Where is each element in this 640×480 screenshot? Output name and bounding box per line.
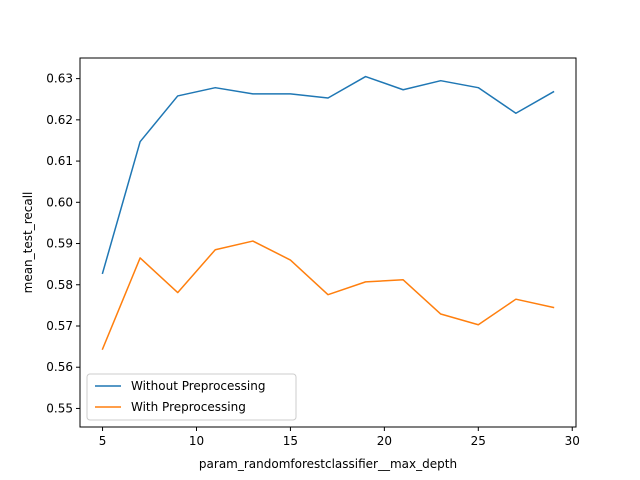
y-axis-label: mean_test_recall [21, 192, 35, 294]
legend-label: With Preprocessing [131, 400, 246, 414]
axes-frame [79, 57, 577, 428]
y-tick-label: 0.55 [46, 401, 73, 415]
x-tick-label: 5 [99, 434, 107, 448]
y-tick-label: 0.63 [46, 72, 73, 86]
series-line-2 [101, 240, 555, 351]
y-tick-label: 0.57 [46, 319, 73, 333]
ticks-layer: 5 10 15 20 25 30 0.55 0.56 0.57 0.58 0.59 0.60 0.61 0… [46, 72, 580, 448]
y-tick-label: 0.59 [46, 237, 73, 251]
x-tick-label: 30 [565, 434, 580, 448]
series-layer [101, 75, 555, 351]
legend-label: Without Preprocessing [131, 379, 265, 393]
y-tick-label: 0.61 [46, 154, 73, 168]
y-tick-label: 0.58 [46, 278, 73, 292]
x-axis-label: param_randomforestclassifier__max_depth [199, 457, 457, 471]
x-tick-label: 25 [471, 434, 486, 448]
series-line-1 [101, 75, 555, 275]
axes-layer [79, 57, 577, 428]
x-tick-label: 15 [283, 434, 298, 448]
y-tick-label: 0.60 [46, 195, 73, 209]
y-tick-label: 0.56 [46, 360, 73, 374]
legend: Without Preprocessing With Preprocessing [86, 373, 297, 421]
y-tick-label: 0.62 [46, 113, 73, 127]
x-tick-label: 20 [377, 434, 392, 448]
legend-box [86, 373, 297, 421]
x-tick-label: 10 [189, 434, 204, 448]
plot-area [80, 58, 576, 427]
